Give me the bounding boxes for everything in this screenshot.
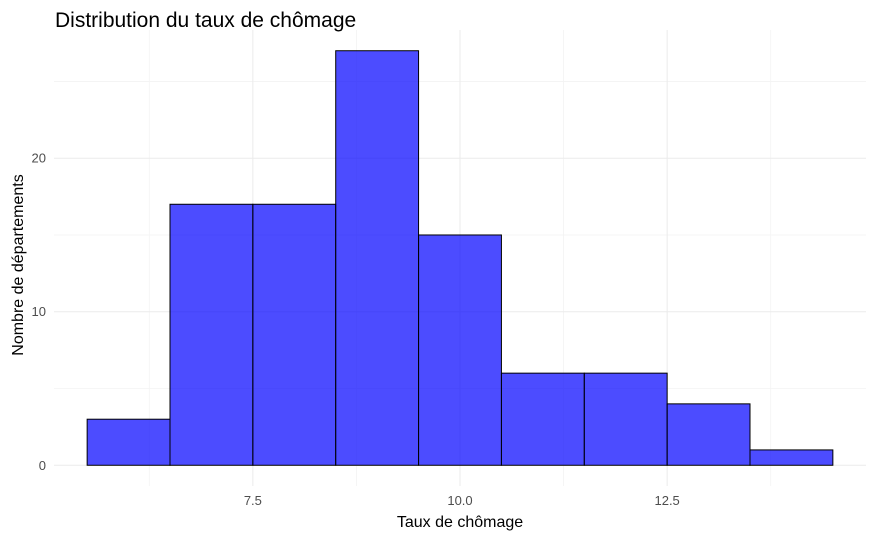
y-axis-ticks: 0 10 20 [32,151,46,473]
histogram-bar [418,234,502,466]
y-axis-title: Nombre de départements [10,174,27,355]
histogram-bar [252,203,337,466]
x-tick-label: 7.5 [244,493,262,508]
histogram-bar [583,372,668,466]
histogram-bar [86,418,171,466]
histogram-bar [500,372,585,466]
y-tick-label: 0 [39,458,46,473]
histogram-bar [335,50,420,466]
y-tick-label: 20 [32,151,46,166]
chart-title: Distribution du taux de chômage [55,9,356,32]
y-tick-label: 10 [32,304,46,319]
x-tick-label: 12.5 [654,493,679,508]
histogram-bar [169,203,254,466]
histogram-bars [86,50,834,466]
x-axis-title: Taux de chômage [397,514,523,531]
x-tick-label: 10.0 [447,493,472,508]
histogram-bar [666,403,751,466]
histogram-bar [749,449,834,466]
x-axis-ticks: 7.5 10.0 12.5 [244,493,680,508]
